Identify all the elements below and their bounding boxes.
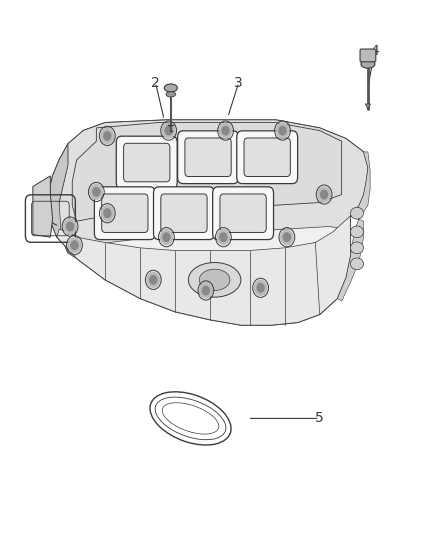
Circle shape — [68, 238, 81, 253]
FancyBboxPatch shape — [177, 131, 238, 183]
FancyBboxPatch shape — [153, 187, 214, 240]
Polygon shape — [48, 120, 368, 325]
FancyBboxPatch shape — [237, 131, 297, 183]
Circle shape — [217, 230, 230, 245]
Circle shape — [220, 233, 227, 241]
FancyBboxPatch shape — [161, 194, 207, 232]
FancyBboxPatch shape — [102, 194, 148, 232]
Ellipse shape — [361, 60, 375, 68]
Circle shape — [279, 126, 286, 135]
Circle shape — [281, 230, 293, 245]
Circle shape — [163, 233, 170, 241]
Circle shape — [321, 190, 328, 199]
Circle shape — [104, 209, 111, 217]
Circle shape — [101, 206, 113, 221]
Circle shape — [150, 276, 157, 284]
Ellipse shape — [350, 207, 364, 219]
Circle shape — [147, 272, 159, 287]
Circle shape — [283, 233, 290, 241]
Circle shape — [71, 241, 78, 249]
Circle shape — [162, 123, 175, 138]
Polygon shape — [48, 144, 77, 259]
Circle shape — [318, 187, 330, 202]
Ellipse shape — [350, 226, 364, 238]
Polygon shape — [72, 123, 342, 221]
Circle shape — [257, 284, 264, 292]
Ellipse shape — [166, 92, 176, 97]
Text: 2: 2 — [151, 76, 160, 90]
Circle shape — [165, 126, 172, 135]
Ellipse shape — [164, 84, 177, 92]
Circle shape — [254, 280, 267, 295]
Polygon shape — [365, 104, 371, 109]
FancyBboxPatch shape — [185, 138, 231, 176]
Polygon shape — [337, 152, 370, 301]
Circle shape — [219, 123, 232, 138]
Circle shape — [202, 286, 209, 295]
Circle shape — [104, 132, 111, 140]
Ellipse shape — [350, 242, 364, 254]
Circle shape — [160, 230, 173, 245]
Circle shape — [101, 128, 113, 143]
FancyBboxPatch shape — [124, 143, 170, 182]
Circle shape — [67, 222, 74, 231]
Text: 4: 4 — [370, 44, 379, 58]
Polygon shape — [57, 120, 368, 253]
Circle shape — [90, 184, 102, 199]
Ellipse shape — [199, 269, 230, 290]
Text: 3: 3 — [234, 76, 243, 90]
Text: 5: 5 — [315, 411, 324, 425]
Circle shape — [200, 283, 212, 298]
FancyBboxPatch shape — [220, 194, 266, 232]
FancyBboxPatch shape — [244, 138, 290, 176]
Polygon shape — [57, 216, 350, 325]
FancyBboxPatch shape — [94, 187, 155, 240]
Ellipse shape — [188, 263, 241, 297]
Text: 1: 1 — [35, 209, 44, 223]
Ellipse shape — [350, 258, 364, 270]
FancyBboxPatch shape — [117, 136, 177, 189]
Polygon shape — [33, 176, 53, 237]
Circle shape — [93, 188, 100, 196]
Circle shape — [64, 219, 76, 234]
Circle shape — [276, 123, 289, 138]
FancyBboxPatch shape — [360, 49, 376, 62]
Circle shape — [222, 126, 229, 135]
FancyBboxPatch shape — [213, 187, 273, 240]
